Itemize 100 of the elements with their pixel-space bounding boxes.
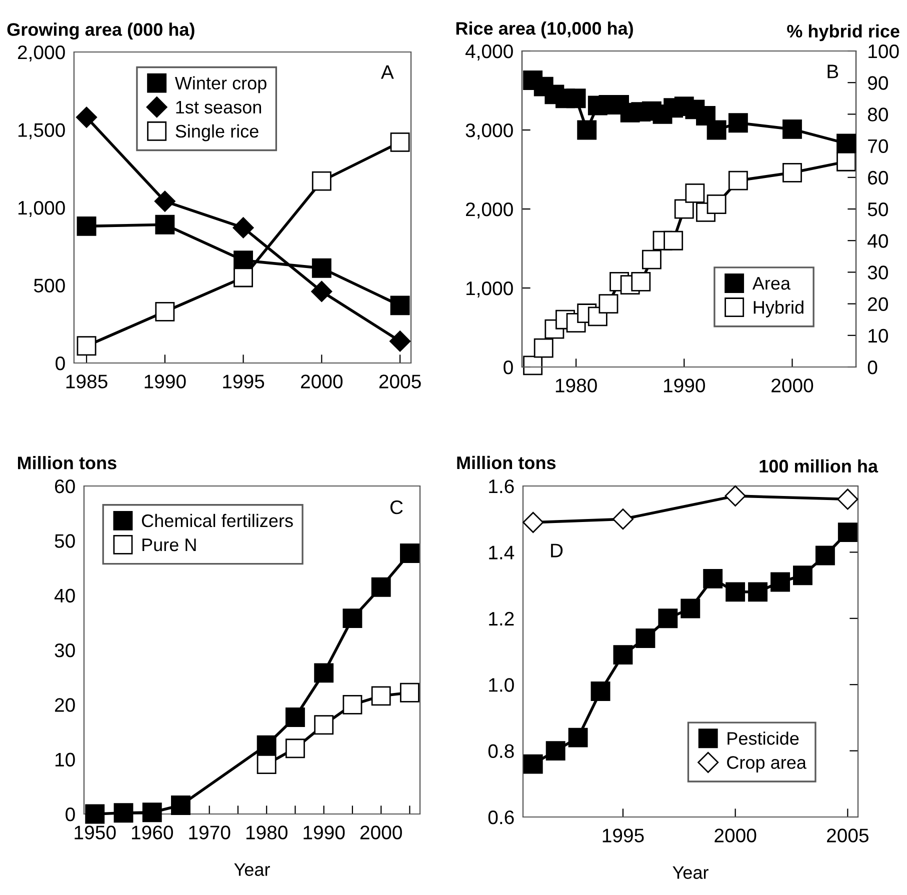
point — [312, 258, 332, 278]
point — [838, 522, 858, 542]
y-tick-label: 500 — [34, 278, 65, 292]
point — [568, 728, 588, 748]
legend-label: Single rice — [176, 124, 258, 142]
y-tick-label: 1,000 — [466, 281, 513, 298]
point — [706, 120, 726, 140]
point — [770, 572, 790, 592]
point — [546, 741, 566, 761]
y-tick-label: 4,000 — [465, 44, 513, 61]
point — [598, 294, 618, 314]
legend-label: Pesticide — [728, 732, 799, 745]
point — [782, 162, 802, 182]
y-tick-label: 50 — [54, 534, 75, 548]
x-tick-label: 2000 — [360, 826, 402, 840]
x-tick-label: 1960 — [132, 826, 173, 840]
point — [815, 546, 835, 566]
point — [658, 608, 678, 628]
y-tick-label: 20 — [55, 698, 75, 712]
point — [400, 544, 420, 563]
y-tick-label: 3,000 — [466, 123, 513, 140]
point — [171, 796, 190, 815]
x-tick-label: 2005 — [827, 828, 868, 842]
point — [114, 803, 134, 823]
y2-tick-label: 70 — [868, 139, 888, 154]
y-tick-label: 1,500 — [18, 123, 65, 140]
point — [390, 296, 410, 316]
point — [142, 802, 162, 822]
point — [724, 485, 746, 506]
point — [523, 754, 543, 774]
legend-label: Crop area — [727, 756, 806, 772]
y2-tick-label: 100 — [868, 44, 899, 58]
legend-label: Hybrid — [754, 300, 804, 318]
point — [534, 338, 554, 358]
point — [748, 582, 768, 602]
y2-tick-label: 60 — [868, 170, 888, 185]
point — [256, 735, 276, 755]
annotation: A — [380, 65, 394, 79]
y2-tick-label: 50 — [868, 202, 888, 216]
point — [726, 582, 746, 602]
y-tick-label: 0 — [66, 807, 75, 822]
point — [232, 217, 254, 238]
point — [642, 250, 662, 270]
x-tick-label: 2000 — [301, 374, 343, 388]
y-tick-label: 40 — [54, 588, 75, 603]
point — [371, 686, 391, 706]
x-tick-label: 2000 — [772, 378, 814, 392]
y2-axis-title: % hybrid rice — [787, 24, 900, 42]
point — [680, 598, 700, 618]
point — [613, 645, 633, 665]
y2-tick-label: 20 — [868, 297, 888, 312]
point — [285, 738, 305, 758]
x-axis-title: Year — [234, 863, 270, 876]
point — [612, 508, 634, 530]
annotation: D — [551, 544, 563, 558]
point — [76, 216, 96, 236]
point — [342, 608, 362, 628]
y2-tick-label: 80 — [868, 108, 888, 122]
point — [523, 356, 543, 376]
x-tick-label: 1995 — [223, 374, 264, 388]
y-tick-label: 60 — [55, 479, 75, 494]
point — [311, 280, 332, 302]
point — [782, 119, 802, 139]
point — [728, 113, 748, 133]
point — [728, 170, 748, 190]
point — [371, 577, 391, 597]
x-tick-label: 1970 — [189, 826, 230, 840]
point — [400, 682, 420, 702]
point — [155, 214, 175, 234]
legend-label: Pure N — [142, 538, 196, 552]
y-tick-label: 0 — [504, 360, 513, 374]
legend-label: Area — [752, 277, 791, 290]
point — [256, 754, 276, 774]
point — [314, 663, 334, 683]
point — [703, 568, 723, 588]
y-tick-label: 1.0 — [489, 678, 514, 692]
point — [285, 708, 305, 727]
point — [631, 272, 651, 292]
point — [234, 268, 254, 288]
y2-tick-label: 10 — [868, 328, 888, 343]
x-tick-label: 1980 — [556, 378, 597, 392]
point — [590, 681, 610, 701]
y2-tick-label: 90 — [868, 76, 888, 90]
point — [706, 194, 726, 214]
y-tick-label: 1,000 — [18, 200, 65, 218]
point — [793, 566, 812, 586]
x-tick-label: 2000 — [714, 828, 756, 842]
y-tick-label: 0.6 — [488, 810, 514, 824]
annotation: B — [828, 64, 838, 78]
y2-tick-label: 0 — [868, 360, 878, 374]
legend-label: Winter crop — [174, 76, 266, 94]
point — [76, 336, 96, 356]
x-tick-label: 1995 — [602, 828, 644, 842]
x-tick-label: 2005 — [379, 374, 421, 388]
annotation: C — [390, 500, 403, 514]
y-axis-title: Million tons — [18, 456, 116, 470]
y-tick-label: 0.8 — [488, 744, 514, 758]
x-tick-label: 1990 — [664, 378, 706, 392]
point — [636, 628, 656, 648]
point — [522, 512, 544, 533]
